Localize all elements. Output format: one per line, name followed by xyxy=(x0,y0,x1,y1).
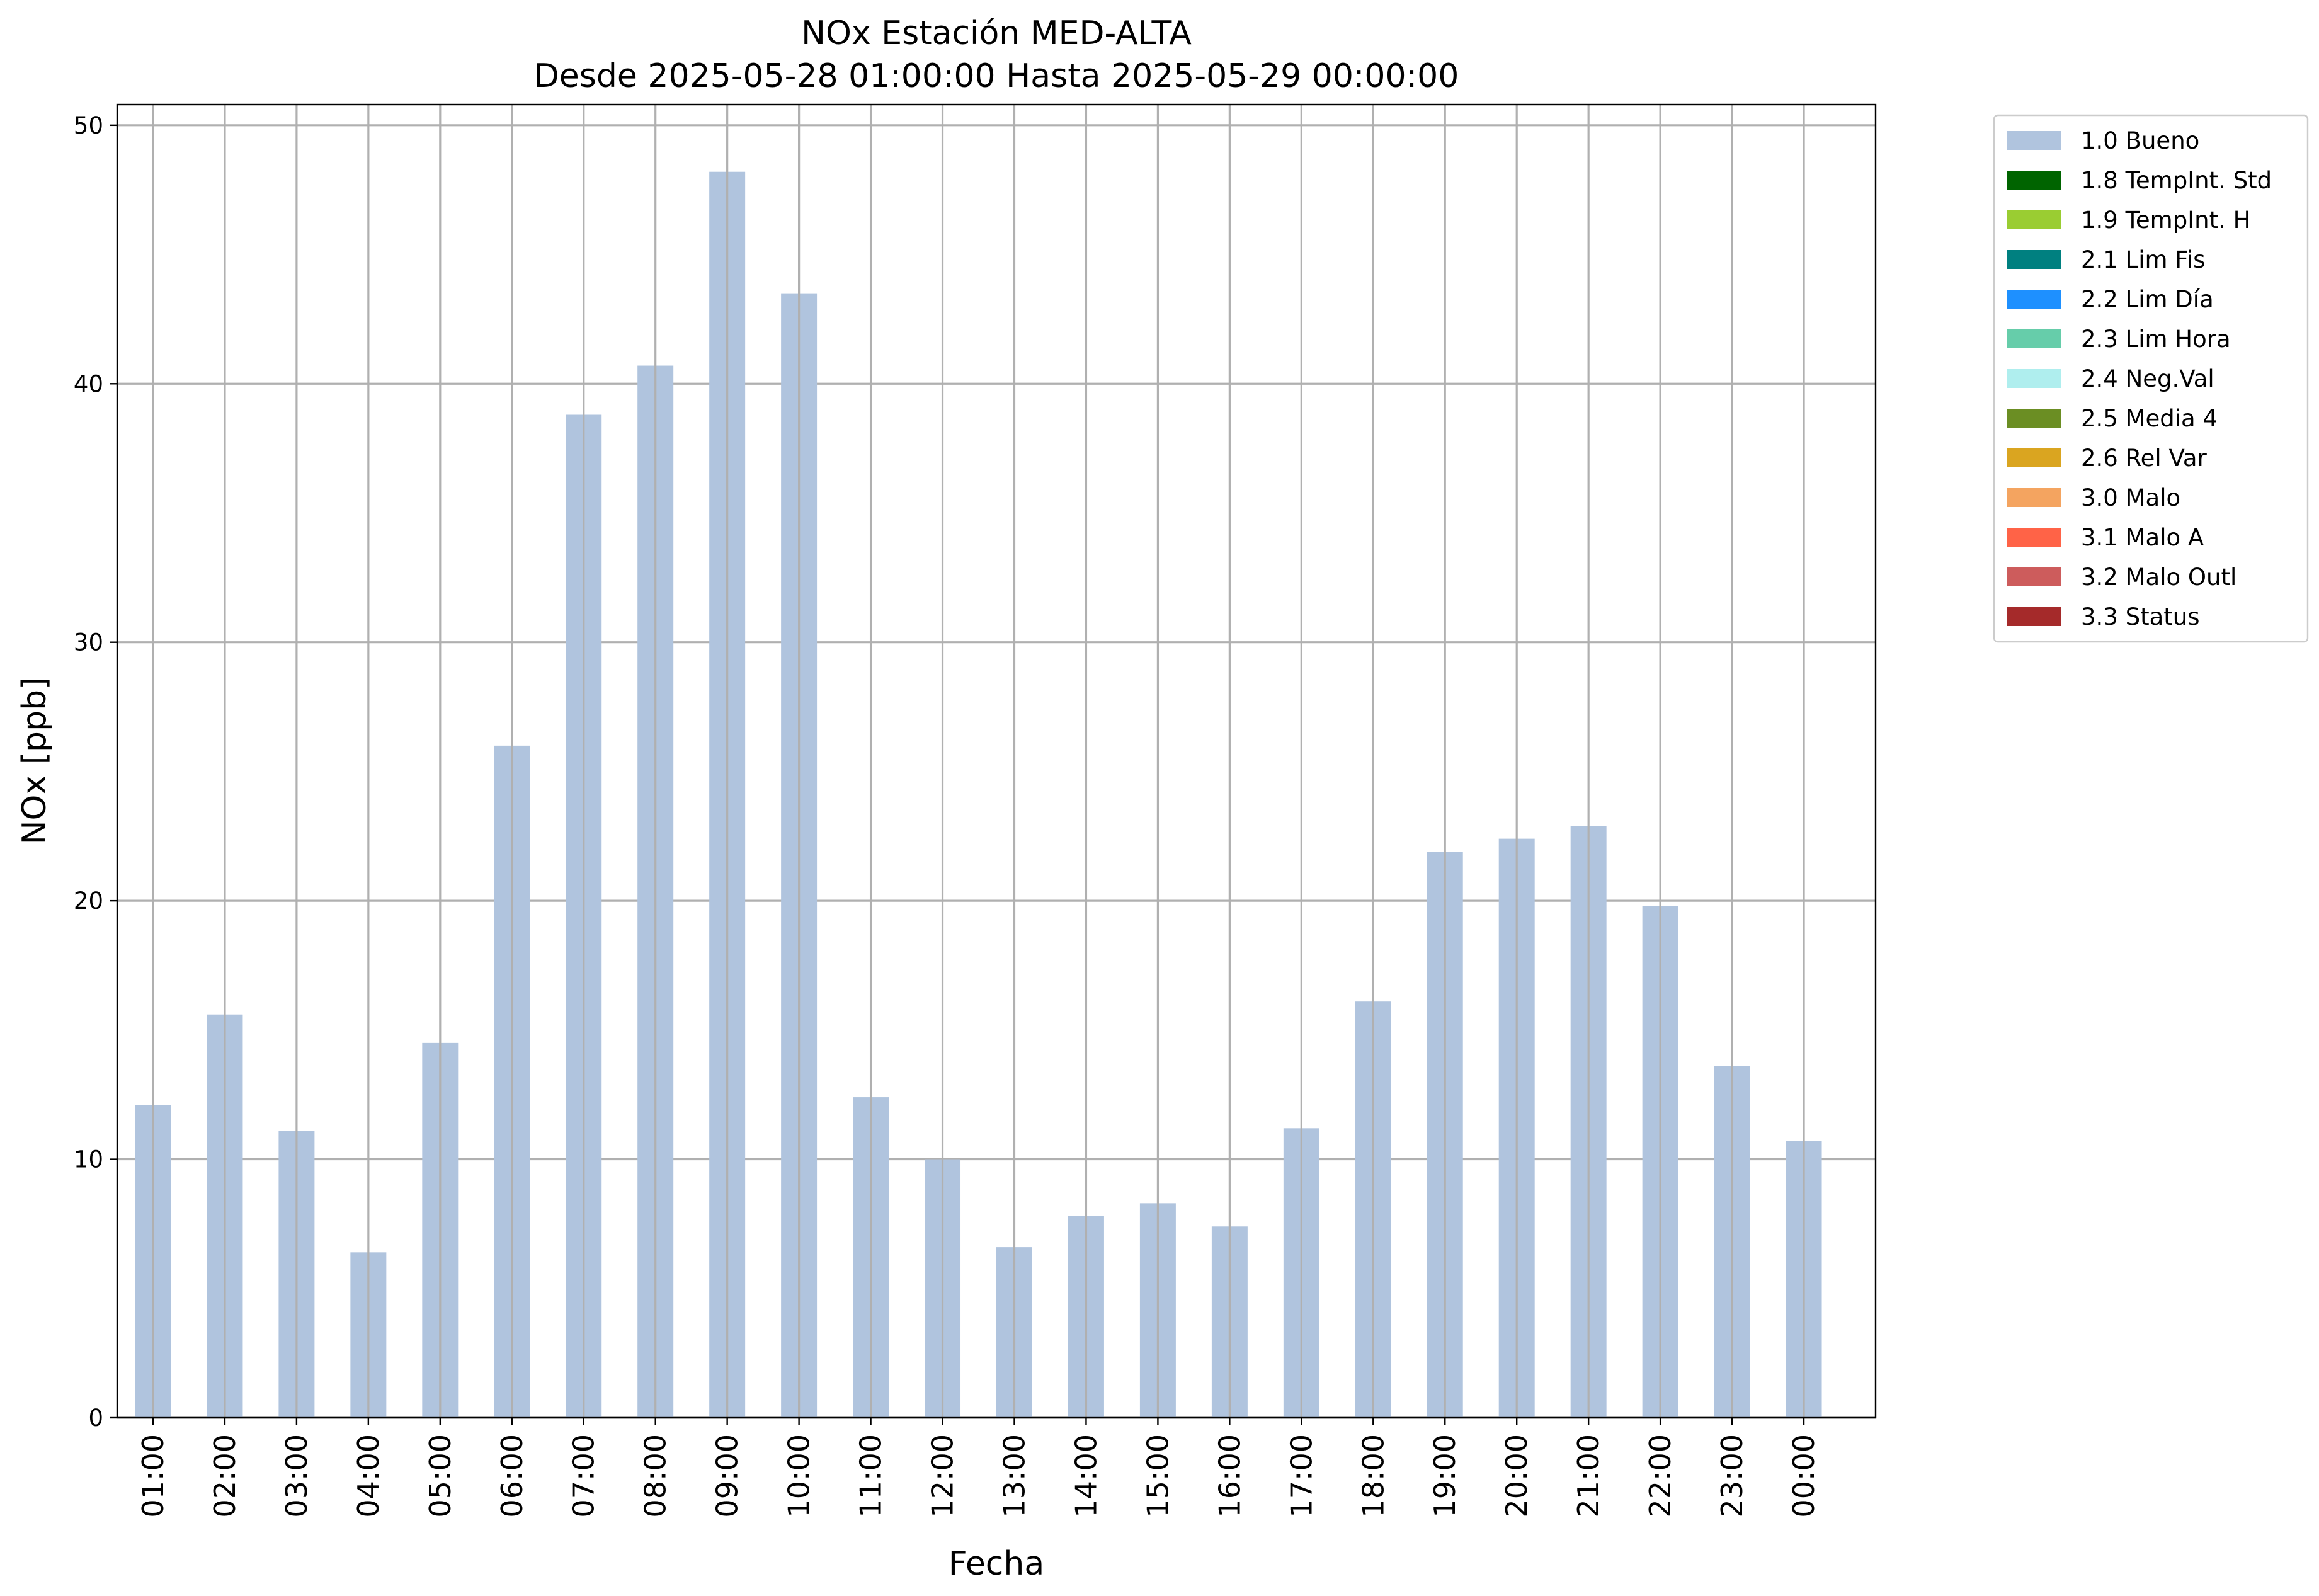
y-tick-label: 50 xyxy=(74,112,103,139)
legend-label: 2.4 Neg.Val xyxy=(2081,365,2214,392)
legend-swatch xyxy=(2007,210,2061,229)
chart-title: NOx Estación MED-ALTA xyxy=(801,14,1192,52)
legend-swatch xyxy=(2007,171,2061,190)
y-tick-label: 20 xyxy=(74,887,103,915)
grid-lines xyxy=(117,124,1876,1419)
legend-swatch xyxy=(2007,131,2061,150)
legend-swatch xyxy=(2007,607,2061,626)
legend-label: 2.3 Lim Hora xyxy=(2081,326,2231,353)
legend-label: 3.2 Malo Outl xyxy=(2081,564,2236,591)
legend-label: 1.8 TempInt. Std xyxy=(2081,167,2272,194)
x-tick-label: 22:00 xyxy=(1643,1434,1677,1518)
x-tick-label: 08:00 xyxy=(639,1434,673,1518)
x-tick-label: 00:00 xyxy=(1787,1434,1821,1518)
x-tick-label: 15:00 xyxy=(1141,1434,1175,1518)
x-tick-label: 14:00 xyxy=(1069,1434,1103,1518)
legend: 1.0 Bueno 1.8 TempInt. Std 1.9 TempInt. H 2… xyxy=(1993,114,2309,643)
x-tick-label: 23:00 xyxy=(1715,1434,1749,1518)
x-tick-label: 11:00 xyxy=(854,1434,888,1518)
legend-label: 2.5 Media 4 xyxy=(2081,405,2218,432)
legend-swatch xyxy=(2007,567,2061,586)
y-tick-label: 30 xyxy=(74,629,103,656)
x-tick-label: 12:00 xyxy=(926,1434,960,1518)
x-tick-label: 01:00 xyxy=(136,1434,170,1518)
legend-box xyxy=(1993,114,2309,643)
x-tick-label: 03:00 xyxy=(280,1434,314,1518)
x-tick-label: 09:00 xyxy=(710,1434,744,1518)
y-tick-label: 10 xyxy=(74,1146,103,1173)
x-axis-ticks: 01:00 02:00 03:00 04:00 05:00 06:00 07:00 08:00… xyxy=(136,1418,1821,1518)
y-axis-label: NOx [ppb] xyxy=(16,677,54,845)
legend-label: 3.1 Malo A xyxy=(2081,524,2204,551)
plot-frame xyxy=(116,103,1877,1419)
x-tick-label: 16:00 xyxy=(1212,1434,1246,1518)
y-tick-label: 40 xyxy=(74,370,103,397)
x-tick-label: 20:00 xyxy=(1500,1434,1534,1518)
legend-label: 2.2 Lim Día xyxy=(2081,286,2214,313)
legend-swatch xyxy=(2007,329,2061,348)
legend-label: 2.6 Rel Var xyxy=(2081,445,2208,472)
bars xyxy=(135,171,1822,1418)
legend-swatch xyxy=(2007,369,2061,388)
legend-label: 2.1 Lim Fis xyxy=(2081,246,2205,273)
legend-label: 3.0 Malo xyxy=(2081,484,2180,511)
x-tick-label: 06:00 xyxy=(495,1434,529,1518)
x-tick-label: 05:00 xyxy=(423,1434,457,1518)
x-tick-label: 02:00 xyxy=(208,1434,242,1518)
x-tick-label: 21:00 xyxy=(1571,1434,1605,1518)
legend-swatch xyxy=(2007,528,2061,547)
legend-swatch xyxy=(2007,488,2061,507)
y-axis-ticks: 0 10 20 30 40 50 xyxy=(74,112,117,1432)
x-tick-label: 10:00 xyxy=(782,1434,816,1518)
x-grid-lines xyxy=(152,105,1805,1418)
x-tick-label: 19:00 xyxy=(1428,1434,1462,1518)
legend-label: 3.3 Status xyxy=(2081,603,2200,630)
legend-label: 1.9 TempInt. H xyxy=(2081,207,2250,234)
legend-swatch xyxy=(2007,290,2061,309)
x-tick-label: 17:00 xyxy=(1284,1434,1318,1518)
x-tick-label: 13:00 xyxy=(997,1434,1031,1518)
legend-label: 1.0 Bueno xyxy=(2081,127,2199,154)
y-tick-label: 0 xyxy=(88,1405,103,1432)
legend-swatch xyxy=(2007,409,2061,428)
x-tick-label: 04:00 xyxy=(351,1434,385,1518)
x-tick-label: 18:00 xyxy=(1356,1434,1390,1518)
legend-swatch xyxy=(2007,448,2061,467)
x-axis-label: Fecha xyxy=(949,1545,1044,1583)
x-tick-label: 07:00 xyxy=(567,1434,601,1518)
legend-swatch xyxy=(2007,250,2061,269)
chart-subtitle: Desde 2025-05-28 01:00:00 Hasta 2025-05-… xyxy=(534,57,1459,95)
